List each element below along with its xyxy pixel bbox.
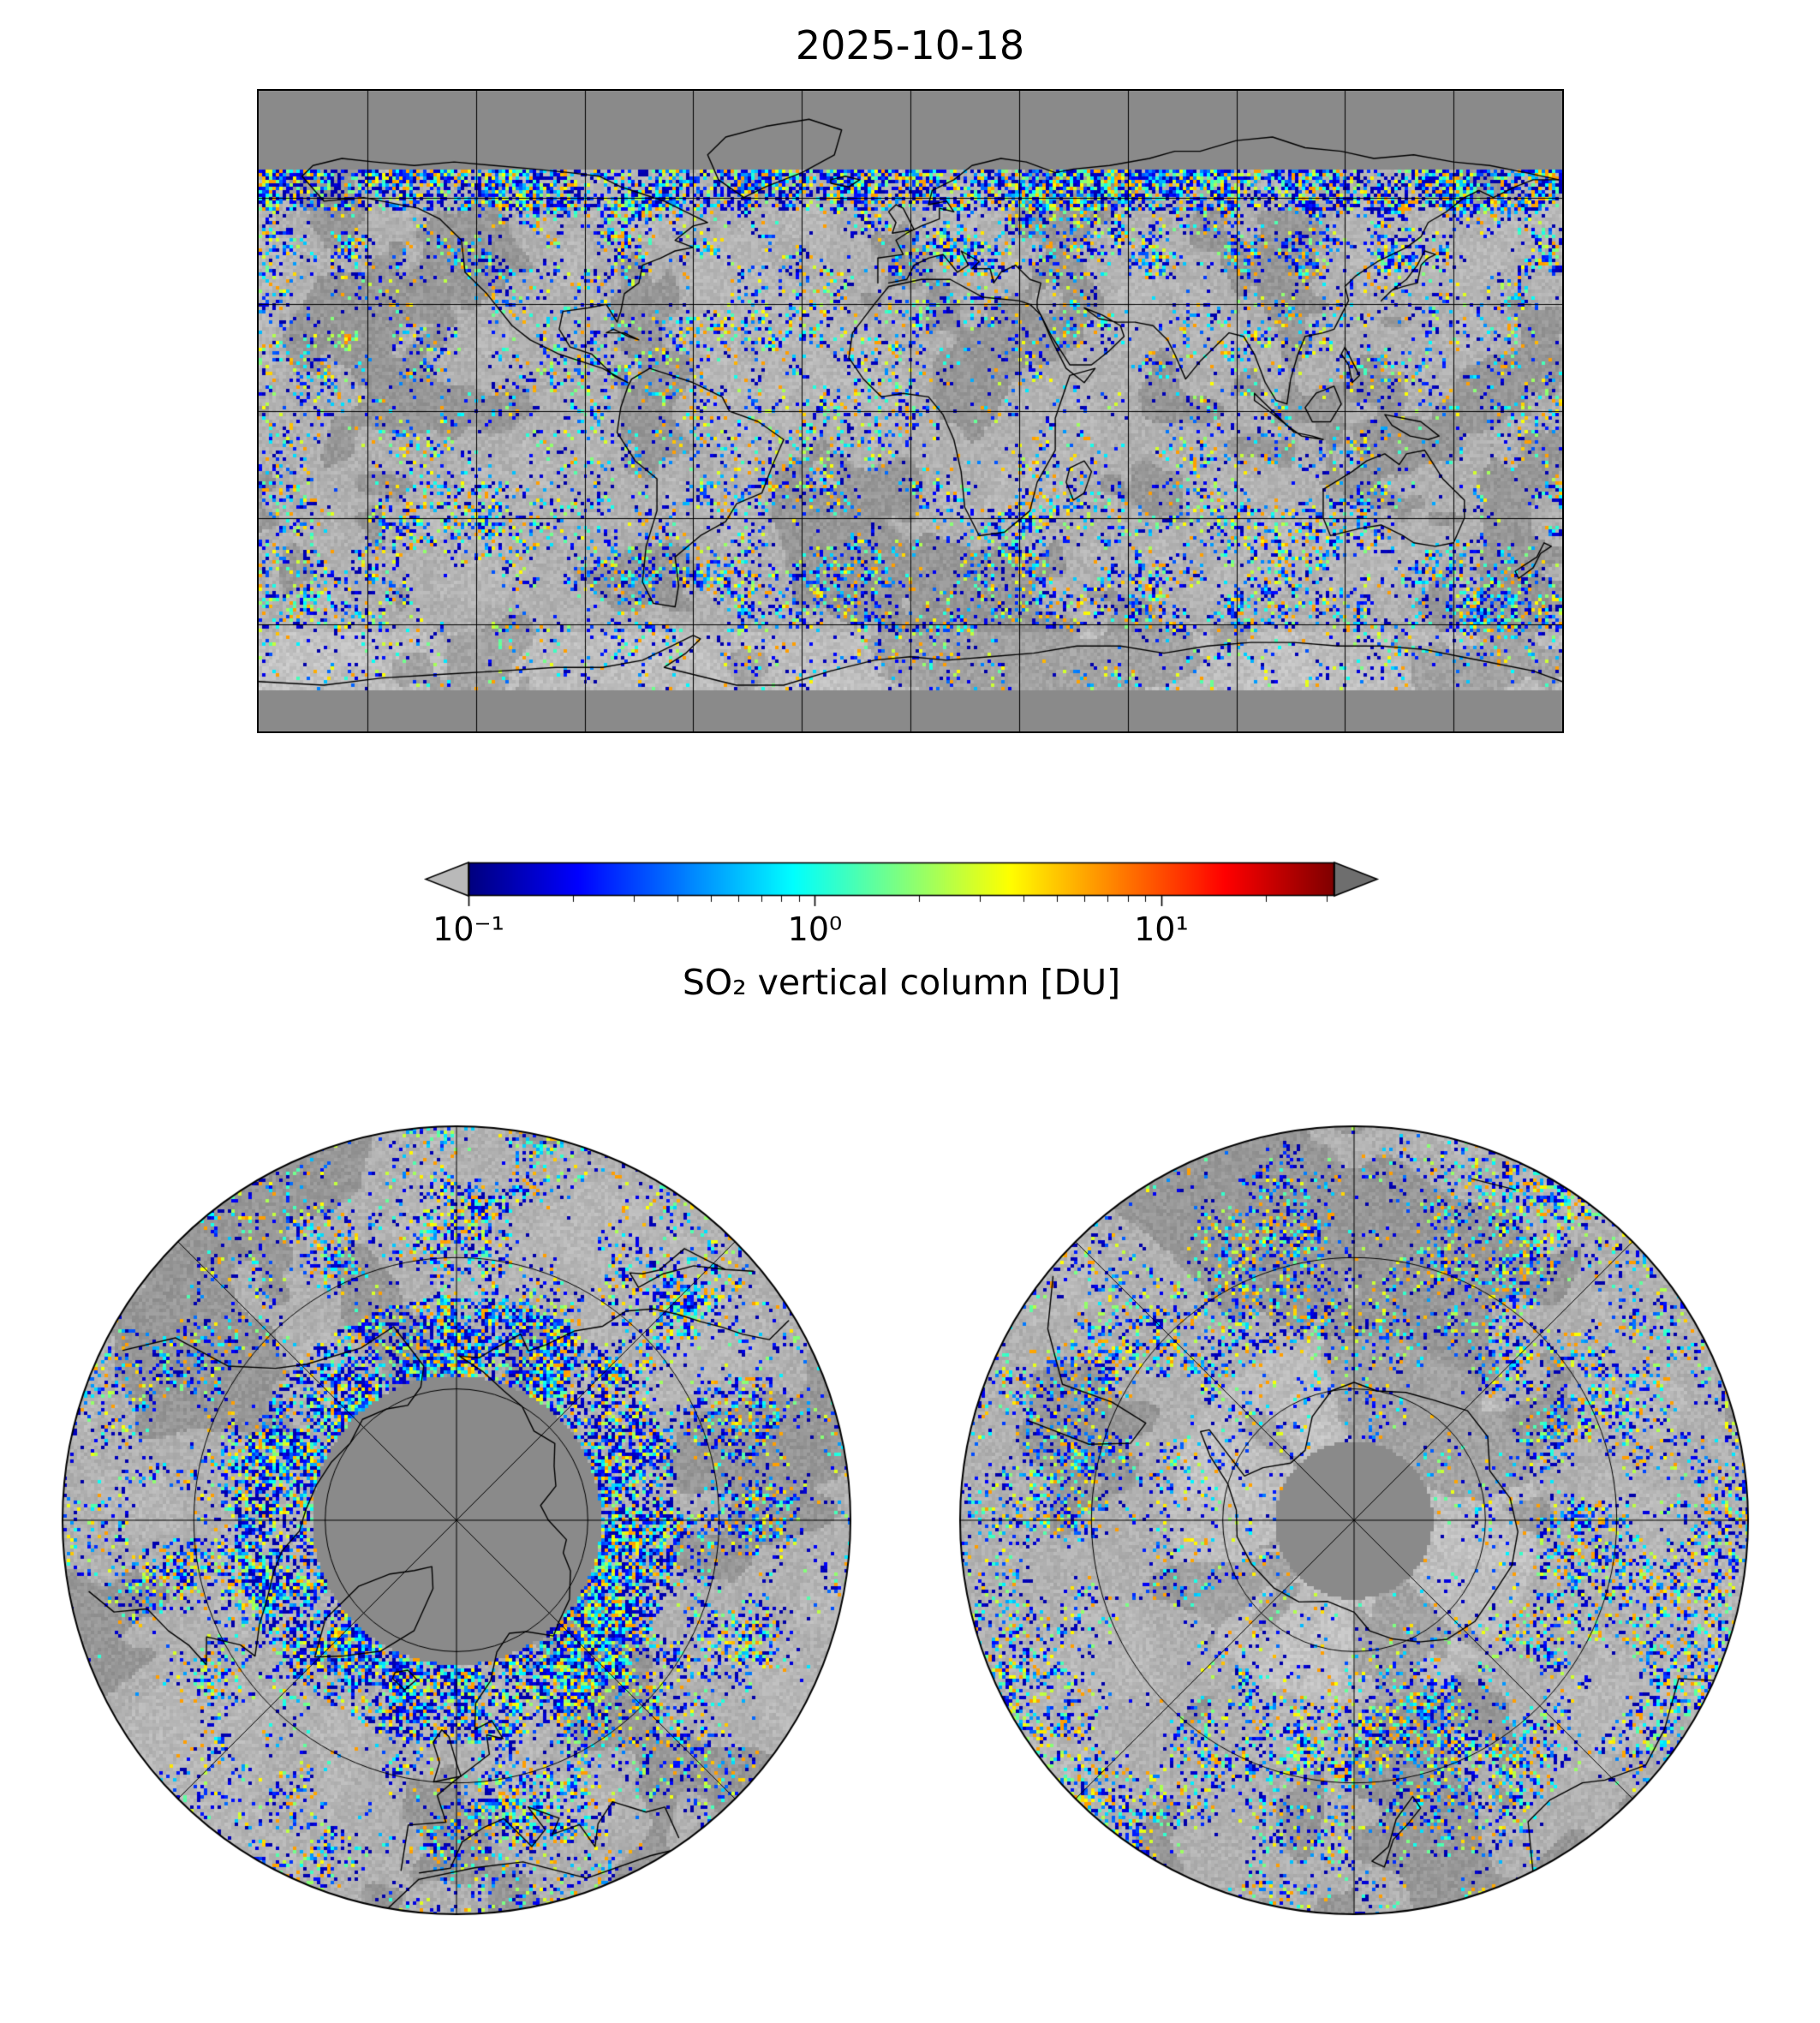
colorbar-canvas	[424, 861, 1392, 910]
colorbar: 10⁻¹ 10⁰ 10¹ SO₂ vertical column [DU]	[424, 861, 1392, 1023]
south-polar-map-canvas	[958, 1124, 1751, 1917]
colorbar-tick-0: 10⁻¹	[433, 910, 504, 948]
global-so2-map-canvas	[259, 91, 1562, 731]
colorbar-tick-2: 10¹	[1134, 910, 1189, 948]
colorbar-axis-label: SO₂ vertical column [DU]	[682, 962, 1121, 1003]
colorbar-tick-1: 10⁰	[787, 910, 843, 948]
figure-title: 2025-10-18	[795, 22, 1025, 69]
north-polar-map-canvas	[60, 1124, 853, 1917]
global-map-panel	[257, 89, 1564, 733]
